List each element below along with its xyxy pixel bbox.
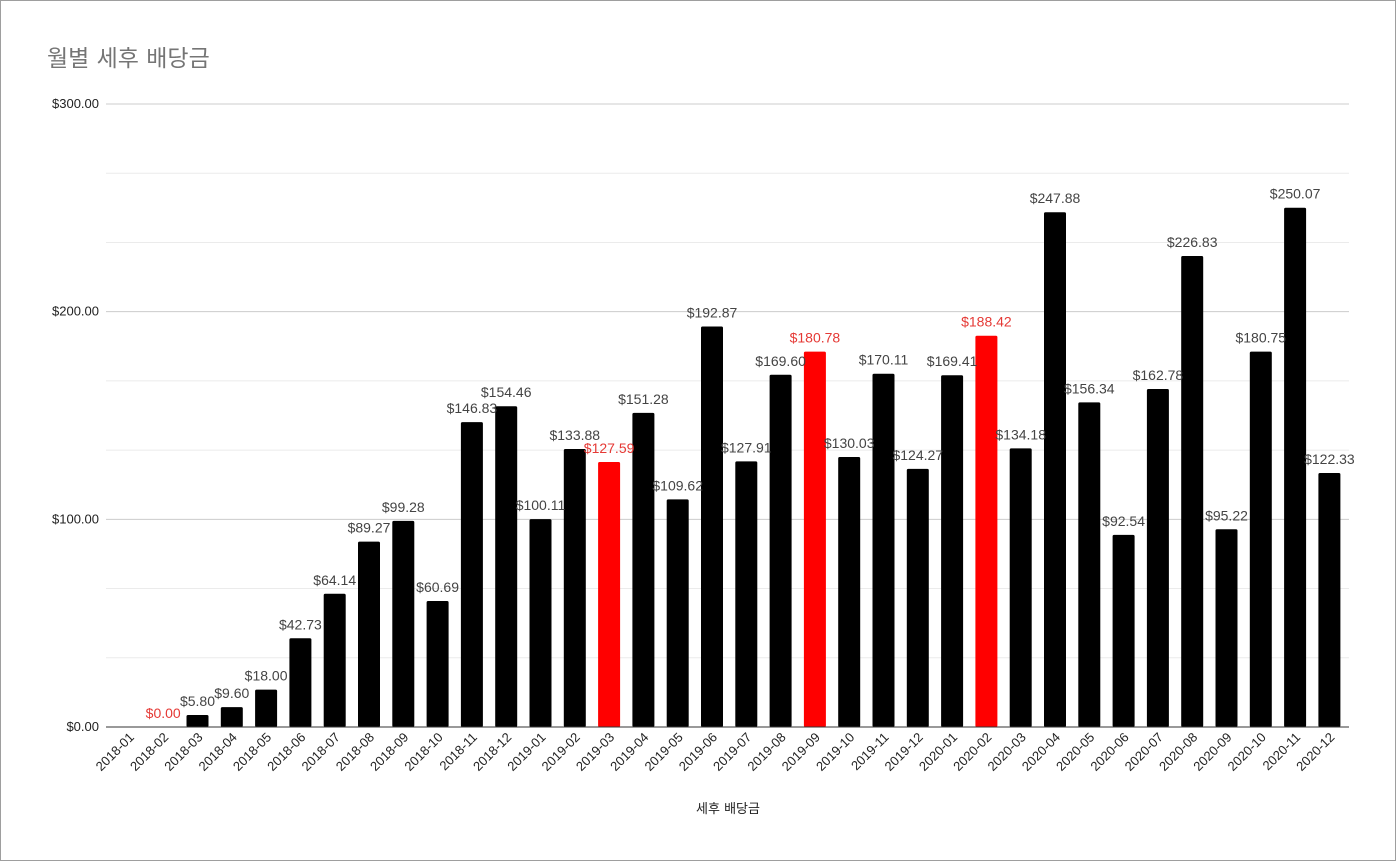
bar [1318, 472, 1341, 727]
data-label: $180.78 [790, 330, 841, 346]
data-label: $122.33 [1304, 451, 1355, 467]
data-label: $162.78 [1133, 367, 1184, 383]
bar [1044, 212, 1066, 728]
data-label: $95.22 [1205, 507, 1248, 523]
bar [1249, 351, 1272, 727]
bars [186, 207, 1341, 728]
data-label: $89.27 [348, 520, 391, 536]
bar [701, 326, 723, 727]
bar [1078, 402, 1101, 727]
bar [906, 468, 929, 727]
bar [975, 335, 998, 727]
bar [289, 638, 312, 727]
data-label: $180.75 [1235, 330, 1286, 346]
y-tick-label: $300.00 [52, 96, 99, 111]
bar [1112, 534, 1135, 727]
data-label: $127.91 [721, 439, 772, 455]
bar [495, 406, 518, 727]
bar [460, 422, 483, 727]
bar [186, 714, 209, 727]
x-axis-ticks: 2018-012018-022018-032018-042018-052018-… [93, 730, 1338, 774]
major-gridlines [106, 103, 1349, 520]
data-label: $127.59 [584, 440, 635, 456]
bar [323, 593, 346, 727]
data-label: $130.03 [824, 435, 875, 451]
minor-gridlines [106, 172, 1349, 659]
data-label: $60.69 [416, 579, 459, 595]
data-label: $169.41 [927, 353, 978, 369]
data-label: $170.11 [859, 352, 909, 368]
data-label: $100.11 [516, 497, 566, 513]
data-label: $134.18 [995, 426, 1046, 442]
bar [529, 519, 552, 727]
y-tick-label: $200.00 [52, 304, 99, 319]
bar [426, 600, 449, 727]
data-label: $9.60 [214, 685, 249, 701]
x-tick-label: 2018-10 [401, 730, 445, 774]
bar [255, 689, 278, 727]
y-tick-label: $0.00 [66, 719, 99, 734]
bar [666, 499, 689, 727]
bar [1181, 255, 1204, 727]
chart-title: 월별 세후 배당금 [47, 46, 210, 72]
bar [358, 541, 380, 727]
data-label: $188.42 [961, 314, 1012, 330]
bar [872, 373, 895, 727]
data-label: $247.88 [1030, 190, 1081, 206]
data-labels: $0.00$5.80 $9.60$18.00 $42.73 $64.14 $89.27 $… [146, 186, 1355, 721]
x-axis-title: 세후 배당금 [696, 802, 760, 817]
data-label: $99.28 [382, 499, 425, 515]
bar [1146, 388, 1169, 727]
bar [598, 462, 621, 727]
data-label: $226.83 [1167, 234, 1218, 250]
bar [803, 351, 826, 727]
data-label: $109.62 [652, 477, 703, 493]
bar [220, 707, 243, 727]
data-label: $146.83 [447, 400, 498, 416]
data-label: $42.73 [279, 616, 322, 632]
data-label: $250.07 [1270, 186, 1321, 202]
bar [735, 461, 758, 727]
data-label: $124.27 [892, 447, 943, 463]
data-label: $64.14 [313, 572, 356, 588]
data-label: $5.80 [180, 693, 215, 709]
data-label: $151.28 [618, 391, 669, 407]
x-tick-label: 2020-10 [1225, 730, 1269, 774]
data-label: $154.46 [481, 384, 532, 400]
bar [941, 375, 964, 727]
bar [1215, 529, 1238, 727]
bar [769, 374, 792, 727]
data-label: $18.00 [245, 668, 288, 684]
data-label: $156.34 [1064, 380, 1115, 396]
y-axis-ticks: $0.00 $100.00 $200.00 $300.00 [52, 96, 99, 734]
data-label: $0.00 [146, 705, 181, 721]
x-tick-label: 2019-10 [813, 730, 857, 774]
bar [1284, 207, 1307, 727]
y-tick-label: $100.00 [52, 511, 99, 526]
data-label: $92.54 [1102, 513, 1145, 529]
x-tick-label: 2020-12 [1293, 730, 1337, 774]
bar [838, 456, 861, 727]
data-label: $133.88 [549, 427, 600, 443]
data-label: $192.87 [687, 304, 738, 320]
data-label: $169.60 [755, 353, 806, 369]
bar [392, 520, 415, 727]
bar [1009, 448, 1032, 727]
bar [632, 412, 655, 727]
bar [563, 448, 586, 727]
